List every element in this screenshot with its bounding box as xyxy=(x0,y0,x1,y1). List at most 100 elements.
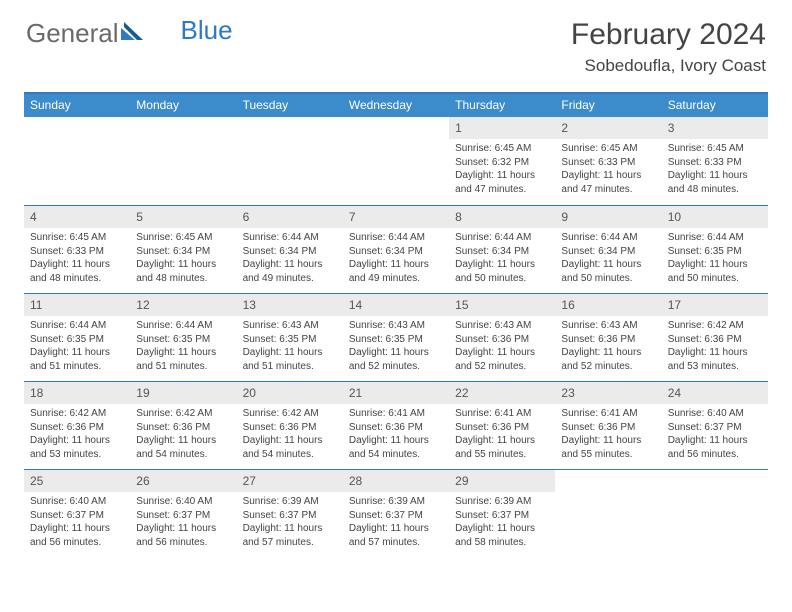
day-content: Sunrise: 6:43 AMSunset: 6:35 PMDaylight:… xyxy=(343,316,449,377)
day-number: 8 xyxy=(449,206,555,228)
day-content: Sunrise: 6:41 AMSunset: 6:36 PMDaylight:… xyxy=(449,404,555,465)
col-monday: Monday xyxy=(130,94,236,117)
day-number: 27 xyxy=(237,470,343,492)
day-line: Sunset: 6:34 PM xyxy=(455,245,549,259)
day-line: Daylight: 11 hours and 51 minutes. xyxy=(243,346,337,373)
day-line: Daylight: 11 hours and 54 minutes. xyxy=(243,434,337,461)
day-line: Sunset: 6:36 PM xyxy=(561,333,655,347)
day-line: Sunset: 6:36 PM xyxy=(561,421,655,435)
day-line: Sunset: 6:36 PM xyxy=(136,421,230,435)
day-line: Sunset: 6:35 PM xyxy=(243,333,337,347)
day-line: Sunset: 6:34 PM xyxy=(349,245,443,259)
day-line: Daylight: 11 hours and 57 minutes. xyxy=(349,522,443,549)
calendar-cell: 6Sunrise: 6:44 AMSunset: 6:34 PMDaylight… xyxy=(237,205,343,293)
header: General Blue February 2024 Sobedoufla, I… xyxy=(0,0,792,84)
day-content: Sunrise: 6:43 AMSunset: 6:35 PMDaylight:… xyxy=(237,316,343,377)
day-content: Sunrise: 6:45 AMSunset: 6:32 PMDaylight:… xyxy=(449,139,555,200)
day-number: 1 xyxy=(449,117,555,139)
calendar-cell: 16Sunrise: 6:43 AMSunset: 6:36 PMDayligh… xyxy=(555,293,661,381)
day-content: Sunrise: 6:44 AMSunset: 6:34 PMDaylight:… xyxy=(449,228,555,289)
calendar-header-row: Sunday Monday Tuesday Wednesday Thursday… xyxy=(24,94,768,117)
day-line: Sunset: 6:35 PM xyxy=(349,333,443,347)
day-line: Daylight: 11 hours and 52 minutes. xyxy=(455,346,549,373)
day-line: Sunset: 6:35 PM xyxy=(668,245,762,259)
calendar-cell xyxy=(343,117,449,205)
day-line: Sunrise: 6:44 AM xyxy=(349,231,443,245)
calendar-cell: 27Sunrise: 6:39 AMSunset: 6:37 PMDayligh… xyxy=(237,469,343,557)
day-content: Sunrise: 6:44 AMSunset: 6:34 PMDaylight:… xyxy=(237,228,343,289)
day-content: Sunrise: 6:44 AMSunset: 6:34 PMDaylight:… xyxy=(343,228,449,289)
day-number: 11 xyxy=(24,294,130,316)
day-line: Sunrise: 6:41 AM xyxy=(455,407,549,421)
day-content: Sunrise: 6:44 AMSunset: 6:34 PMDaylight:… xyxy=(555,228,661,289)
calendar-cell: 3Sunrise: 6:45 AMSunset: 6:33 PMDaylight… xyxy=(662,117,768,205)
day-line: Daylight: 11 hours and 50 minutes. xyxy=(455,258,549,285)
calendar-cell: 21Sunrise: 6:41 AMSunset: 6:36 PMDayligh… xyxy=(343,381,449,469)
calendar-cell: 2Sunrise: 6:45 AMSunset: 6:33 PMDaylight… xyxy=(555,117,661,205)
day-content: Sunrise: 6:42 AMSunset: 6:36 PMDaylight:… xyxy=(130,404,236,465)
day-number xyxy=(662,470,768,476)
day-number: 15 xyxy=(449,294,555,316)
day-line: Sunrise: 6:44 AM xyxy=(668,231,762,245)
calendar-cell xyxy=(662,469,768,557)
calendar-cell: 22Sunrise: 6:41 AMSunset: 6:36 PMDayligh… xyxy=(449,381,555,469)
day-line: Sunrise: 6:42 AM xyxy=(243,407,337,421)
calendar-cell: 29Sunrise: 6:39 AMSunset: 6:37 PMDayligh… xyxy=(449,469,555,557)
day-number: 25 xyxy=(24,470,130,492)
day-number: 17 xyxy=(662,294,768,316)
day-line: Daylight: 11 hours and 50 minutes. xyxy=(561,258,655,285)
day-line: Sunrise: 6:45 AM xyxy=(30,231,124,245)
day-line: Daylight: 11 hours and 57 minutes. xyxy=(243,522,337,549)
brand-word-1: General xyxy=(26,18,119,49)
day-line: Sunrise: 6:45 AM xyxy=(561,142,655,156)
calendar-cell: 9Sunrise: 6:44 AMSunset: 6:34 PMDaylight… xyxy=(555,205,661,293)
day-number: 3 xyxy=(662,117,768,139)
calendar-cell: 28Sunrise: 6:39 AMSunset: 6:37 PMDayligh… xyxy=(343,469,449,557)
day-number xyxy=(343,117,449,123)
day-line: Sunset: 6:35 PM xyxy=(136,333,230,347)
day-line: Sunrise: 6:45 AM xyxy=(455,142,549,156)
calendar-cell xyxy=(24,117,130,205)
day-line: Sunset: 6:37 PM xyxy=(136,509,230,523)
day-line: Sunset: 6:37 PM xyxy=(30,509,124,523)
day-content: Sunrise: 6:45 AMSunset: 6:33 PMDaylight:… xyxy=(24,228,130,289)
calendar-cell: 24Sunrise: 6:40 AMSunset: 6:37 PMDayligh… xyxy=(662,381,768,469)
day-line: Daylight: 11 hours and 47 minutes. xyxy=(455,169,549,196)
day-line: Sunrise: 6:43 AM xyxy=(349,319,443,333)
location-subtitle: Sobedoufla, Ivory Coast xyxy=(571,56,766,76)
day-line: Sunset: 6:36 PM xyxy=(455,421,549,435)
day-number: 16 xyxy=(555,294,661,316)
day-line: Sunrise: 6:43 AM xyxy=(243,319,337,333)
day-number: 9 xyxy=(555,206,661,228)
day-line: Daylight: 11 hours and 55 minutes. xyxy=(455,434,549,461)
day-line: Sunrise: 6:43 AM xyxy=(561,319,655,333)
day-number: 20 xyxy=(237,382,343,404)
day-line: Sunset: 6:36 PM xyxy=(349,421,443,435)
calendar-body: 1Sunrise: 6:45 AMSunset: 6:32 PMDaylight… xyxy=(24,117,768,557)
day-line: Sunset: 6:36 PM xyxy=(30,421,124,435)
day-line: Sunset: 6:36 PM xyxy=(243,421,337,435)
day-content: Sunrise: 6:42 AMSunset: 6:36 PMDaylight:… xyxy=(24,404,130,465)
calendar-cell: 26Sunrise: 6:40 AMSunset: 6:37 PMDayligh… xyxy=(130,469,236,557)
page-title: February 2024 xyxy=(571,18,766,52)
calendar-cell: 1Sunrise: 6:45 AMSunset: 6:32 PMDaylight… xyxy=(449,117,555,205)
day-line: Sunset: 6:34 PM xyxy=(136,245,230,259)
day-line: Sunrise: 6:41 AM xyxy=(561,407,655,421)
day-number xyxy=(24,117,130,123)
calendar-cell xyxy=(237,117,343,205)
col-thursday: Thursday xyxy=(449,94,555,117)
calendar-cell xyxy=(555,469,661,557)
day-line: Daylight: 11 hours and 50 minutes. xyxy=(668,258,762,285)
calendar-cell: 13Sunrise: 6:43 AMSunset: 6:35 PMDayligh… xyxy=(237,293,343,381)
day-line: Sunrise: 6:39 AM xyxy=(243,495,337,509)
day-line: Daylight: 11 hours and 48 minutes. xyxy=(30,258,124,285)
day-line: Daylight: 11 hours and 52 minutes. xyxy=(349,346,443,373)
day-number: 4 xyxy=(24,206,130,228)
day-content: Sunrise: 6:43 AMSunset: 6:36 PMDaylight:… xyxy=(555,316,661,377)
calendar-cell: 14Sunrise: 6:43 AMSunset: 6:35 PMDayligh… xyxy=(343,293,449,381)
day-line: Sunset: 6:33 PM xyxy=(561,156,655,170)
calendar-cell: 8Sunrise: 6:44 AMSunset: 6:34 PMDaylight… xyxy=(449,205,555,293)
calendar-table: Sunday Monday Tuesday Wednesday Thursday… xyxy=(24,92,768,557)
day-line: Sunset: 6:34 PM xyxy=(243,245,337,259)
day-line: Daylight: 11 hours and 54 minutes. xyxy=(136,434,230,461)
